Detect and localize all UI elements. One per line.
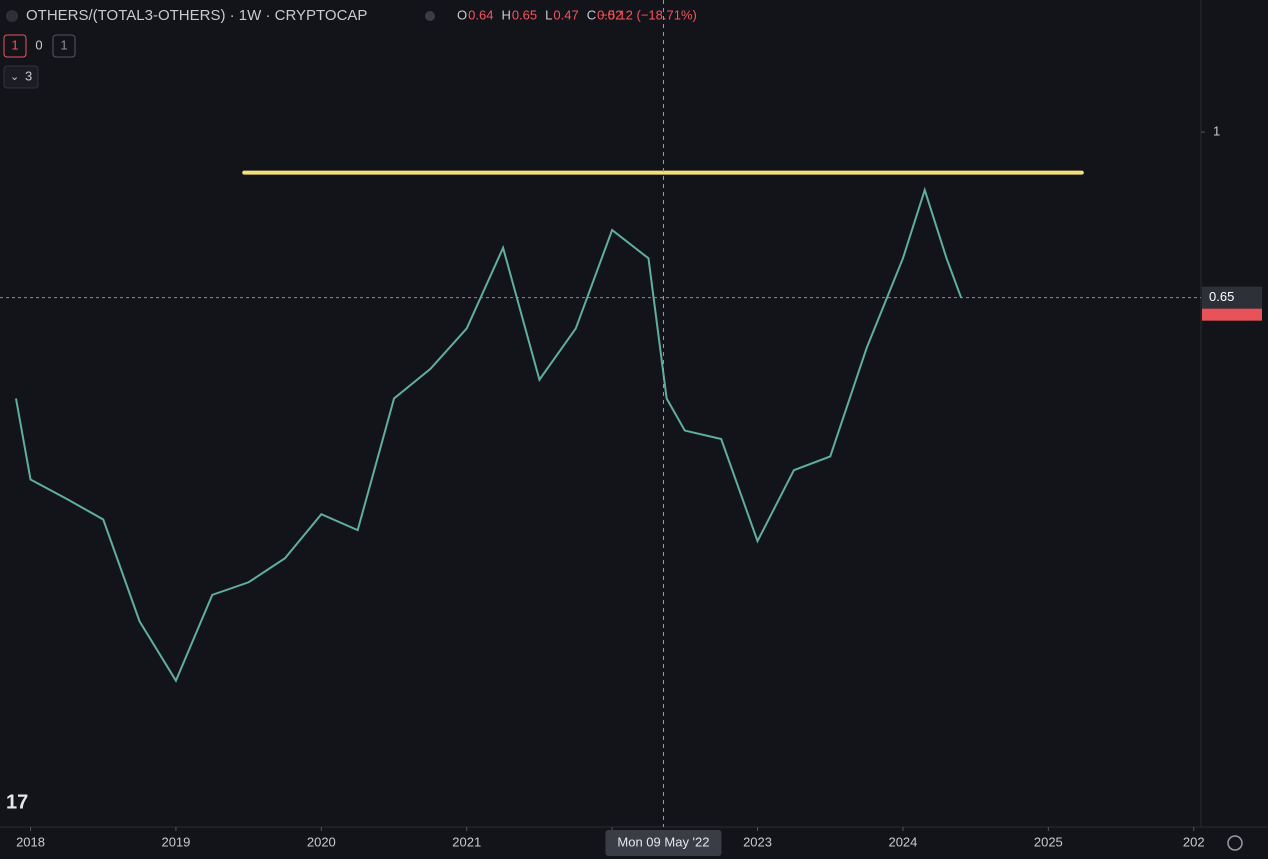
status-dot [425, 11, 435, 21]
button[interactable] [3, 34, 27, 58]
x-tick-label: 2024 [888, 834, 917, 849]
x-tick-label: 2018 [16, 834, 45, 849]
symbol-icon [6, 10, 18, 22]
x-tick-label: 202 [1183, 834, 1205, 849]
settings-button[interactable] [1227, 835, 1243, 851]
button-label: 0 [35, 37, 42, 52]
last-price-badge [1202, 286, 1262, 309]
indicators-toggle[interactable] [3, 65, 39, 89]
logo: 17 [6, 791, 28, 813]
last-price-label: 0.65 [1209, 289, 1234, 304]
crosshair-label-bg [605, 830, 722, 856]
price-change: −0.12 (−18.71%) [600, 7, 697, 22]
button-label: 1 [60, 37, 67, 52]
ohlc-value: 0.52 [597, 7, 622, 22]
ohlc-value: 0.65 [512, 7, 537, 22]
price-line [15, 186, 963, 683]
button[interactable] [52, 34, 76, 58]
last-price-badge-bottom [1202, 308, 1262, 321]
ohlc-value: 0.47 [553, 7, 578, 22]
button-label: 1 [11, 37, 18, 52]
crosshair-label: Mon 09 May '22 [617, 834, 709, 849]
x-tick-label: 2025 [1034, 834, 1063, 849]
x-tick-label: 2021 [452, 834, 481, 849]
ohlc-key: L [545, 7, 552, 22]
chevron: ⌄ [10, 71, 19, 83]
ohlc-key: O [457, 7, 467, 22]
ohlc-value: 0.64 [468, 7, 493, 22]
ohlc-key: H [501, 7, 510, 22]
indicators-count: 3 [25, 68, 32, 83]
x-tick-label: 2019 [161, 834, 190, 849]
x-tick-label: 2023 [743, 834, 772, 849]
x-tick-label: 2020 [307, 834, 336, 849]
y-tick-label: 1 [1213, 124, 1220, 139]
symbol-title: OTHERS/(TOTAL3-OTHERS) · 1W · CRYPTOCAP [26, 7, 367, 24]
ohlc-key: C [587, 7, 596, 22]
